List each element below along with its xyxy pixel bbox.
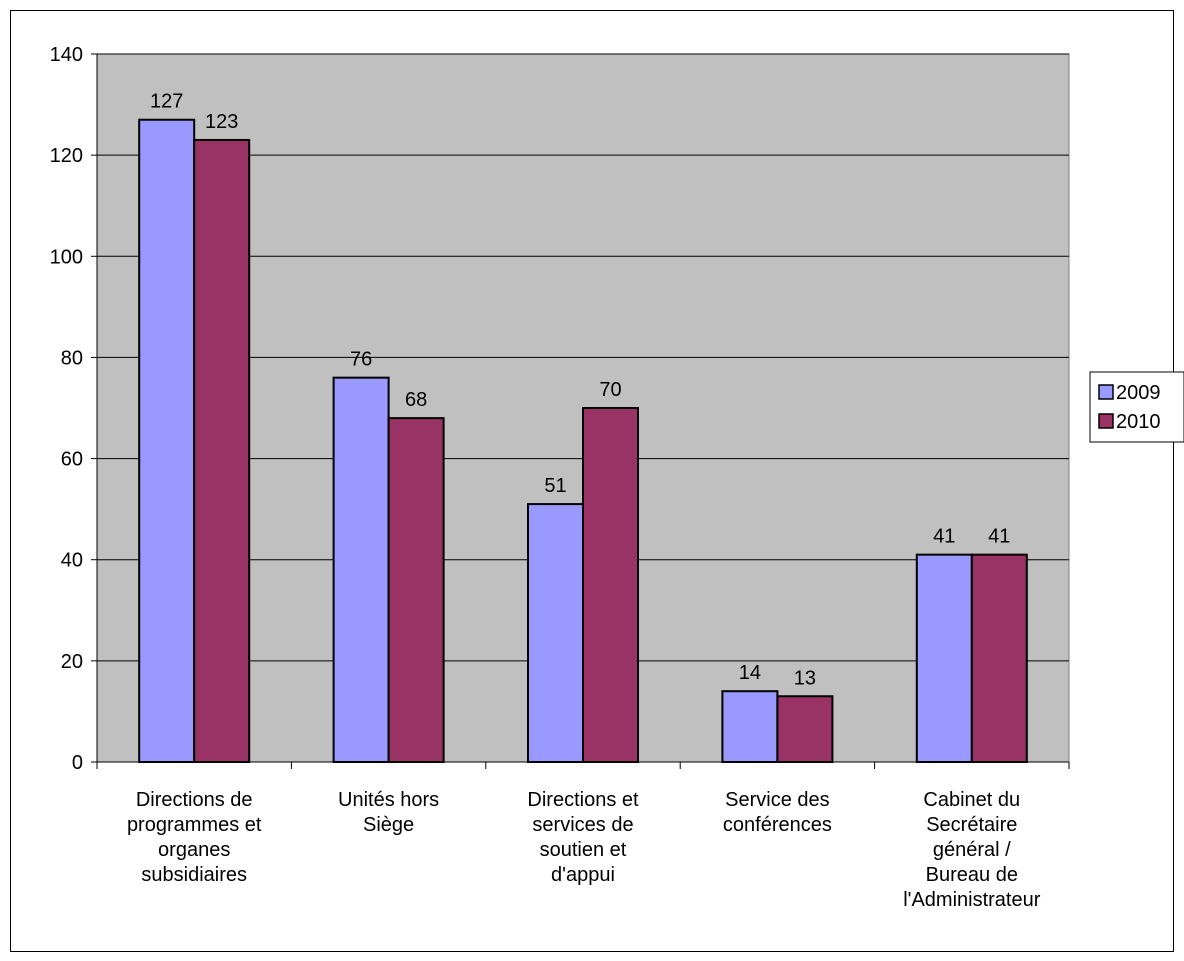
bar bbox=[332, 376, 390, 763]
data-label: 41 bbox=[933, 526, 955, 548]
x-category-label: Cabinet du Secrétaire général / Bureau de l'… bbox=[903, 789, 1041, 911]
x-category-label: Service des conférences bbox=[723, 789, 832, 836]
data-label: 70 bbox=[599, 379, 621, 401]
legend-swatch bbox=[1098, 384, 1114, 400]
y-tick-label: 0 bbox=[72, 752, 83, 774]
y-tick-label: 120 bbox=[50, 145, 83, 167]
legend-box bbox=[1089, 371, 1184, 443]
bar bbox=[138, 118, 196, 763]
y-tick-label: 140 bbox=[50, 44, 83, 66]
legend-label: 2010 bbox=[1116, 411, 1161, 433]
y-tick-label: 100 bbox=[50, 246, 83, 268]
x-category-label-line: services de bbox=[532, 814, 633, 836]
bar bbox=[527, 503, 584, 763]
data-label: 123 bbox=[205, 111, 238, 133]
x-category-label-line: Cabinet du bbox=[923, 789, 1020, 811]
data-label: 51 bbox=[544, 475, 566, 497]
x-category-label-line: conférences bbox=[723, 814, 832, 836]
data-label: 127 bbox=[150, 91, 183, 113]
legend-label: 2009 bbox=[1116, 382, 1161, 404]
x-category-label-line: général / bbox=[933, 839, 1011, 861]
x-category-label: Directions et services de soutien et d'appu… bbox=[527, 789, 639, 886]
x-category-label-line: programmes et bbox=[127, 814, 262, 836]
bar bbox=[776, 695, 834, 763]
x-category-label-line: Siège bbox=[363, 814, 414, 836]
data-label: 68 bbox=[405, 389, 427, 411]
data-label: 76 bbox=[350, 349, 372, 371]
x-category-label-line: Bureau de bbox=[926, 864, 1018, 886]
x-category-label-line: Service des bbox=[725, 789, 830, 811]
bar bbox=[582, 407, 639, 763]
x-category-label-line: soutien et bbox=[540, 839, 627, 861]
y-tick-label: 20 bbox=[61, 651, 83, 673]
x-category-label: Directions de programmes et organes subsidi… bbox=[127, 789, 262, 886]
x-category-label-line: Unités hors bbox=[338, 789, 439, 811]
x-category-label-line: subsidiaires bbox=[141, 864, 247, 886]
x-category-label-line: d'appui bbox=[551, 864, 615, 886]
x-category-label-line: Secrétaire bbox=[926, 814, 1017, 836]
bar bbox=[970, 553, 1028, 764]
y-tick-label: 80 bbox=[61, 347, 83, 369]
data-label: 13 bbox=[794, 667, 816, 689]
data-label: 14 bbox=[739, 662, 761, 684]
data-label: 41 bbox=[988, 526, 1010, 548]
y-tick-label: 60 bbox=[61, 449, 83, 471]
legend-swatch bbox=[1098, 413, 1114, 429]
x-category-label: Unités hors Siège bbox=[338, 789, 439, 836]
x-category-label-line: organes bbox=[158, 839, 230, 861]
bar bbox=[915, 553, 973, 764]
y-tick-label: 40 bbox=[61, 550, 83, 572]
x-category-label-line: Directions de bbox=[136, 789, 253, 811]
bar bbox=[721, 690, 779, 764]
x-category-label-line: Directions et bbox=[527, 789, 639, 811]
bar bbox=[193, 138, 251, 763]
x-category-label-line: l'Administrateur bbox=[903, 889, 1041, 911]
bar bbox=[387, 417, 445, 763]
